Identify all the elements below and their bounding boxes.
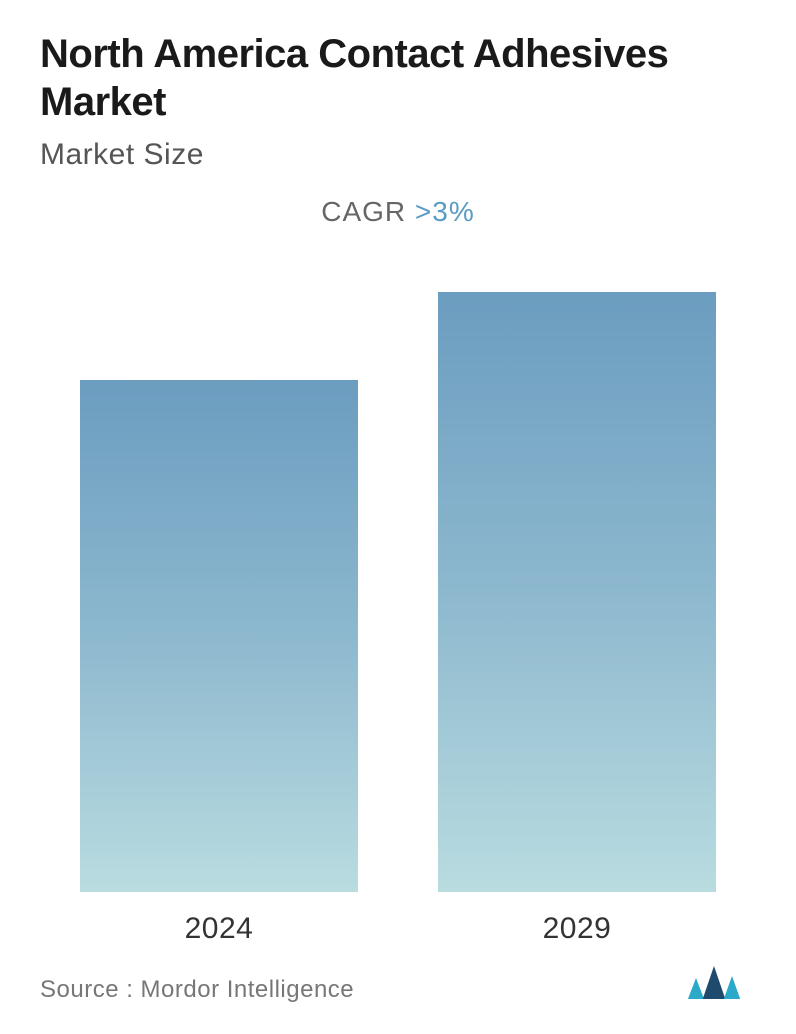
mordor-logo-icon <box>686 966 756 1004</box>
bar-label-1: 2029 <box>543 912 612 946</box>
cagr-value: >3% <box>415 196 475 227</box>
bar-0 <box>80 380 358 892</box>
chart-area: 2024 2029 <box>40 228 756 946</box>
chart-subtitle: Market Size <box>40 138 756 172</box>
source-text: Source : Mordor Intelligence <box>40 976 354 1004</box>
chart-container: North America Contact Adhesives Market M… <box>0 0 796 1034</box>
cagr-label: CAGR <box>321 196 415 227</box>
bar-group-1: 2029 <box>438 292 716 946</box>
footer: Source : Mordor Intelligence <box>40 946 756 1014</box>
bar-group-0: 2024 <box>80 380 358 946</box>
chart-title: North America Contact Adhesives Market <box>40 30 756 126</box>
bar-1 <box>438 292 716 892</box>
bar-label-0: 2024 <box>185 912 254 946</box>
cagr-line: CAGR >3% <box>40 196 756 228</box>
